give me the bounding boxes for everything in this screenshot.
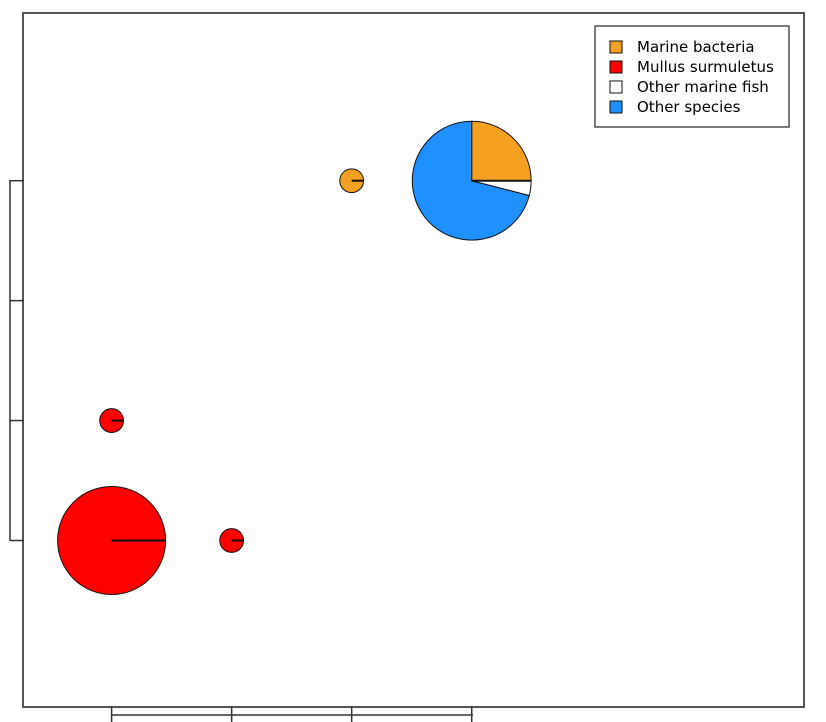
pie-2 [99,408,125,433]
pie-5 [411,120,532,241]
legend-swatch-other-marine-fish [609,80,623,94]
legend: Marine bacteria Mullus surmuletus Other ma… [594,25,790,128]
legend-swatch-other-species [609,100,623,114]
pie-4 [339,168,365,194]
pie-5-slice-marine-bacteria [471,120,532,182]
legend-label-mullus-surmuletus: Mullus surmuletus [637,58,774,76]
legend-label-other-marine-fish: Other marine fish [637,78,769,96]
pie-5-slice-other-species [411,120,530,241]
pie-3 [219,528,245,553]
pie-1 [57,485,167,596]
y-axis [9,179,24,542]
plot-frame [22,12,805,708]
legend-label-other-species: Other species [637,98,741,116]
legend-swatch-mullus-surmuletus [609,60,623,74]
pie-glyphs [57,120,532,596]
legend-box [594,25,790,128]
legend-swatch-marine-bacteria [609,40,623,54]
x-axis [110,706,473,722]
legend-label-marine-bacteria: Marine bacteria [637,38,755,56]
